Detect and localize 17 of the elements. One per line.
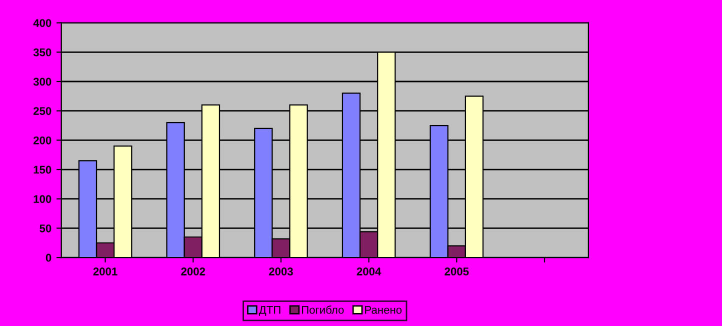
y-tick-label: 250 [33, 107, 52, 115]
y-tick-label: 50 [40, 224, 52, 232]
x-tick-label: 2001 [93, 268, 118, 276]
x-tick-label: 2004 [356, 268, 382, 276]
y-tick-label: 100 [34, 195, 52, 203]
legend-label: Ранено [365, 306, 402, 314]
legend-label: ДТП [258, 306, 280, 316]
y-tick-label: 150 [34, 166, 52, 174]
y-tick-label: 350 [33, 48, 52, 56]
y-tick-label: 300 [33, 78, 52, 86]
x-tick-label: 2002 [181, 268, 206, 276]
y-tick-label: 400 [33, 19, 52, 27]
y-tick-label: 0 [46, 254, 52, 262]
x-tick-label: 2005 [444, 268, 469, 276]
x-tick-label: 2003 [269, 268, 293, 276]
y-tick-label: 200 [33, 136, 52, 144]
legend-label: Погибло [302, 306, 344, 314]
